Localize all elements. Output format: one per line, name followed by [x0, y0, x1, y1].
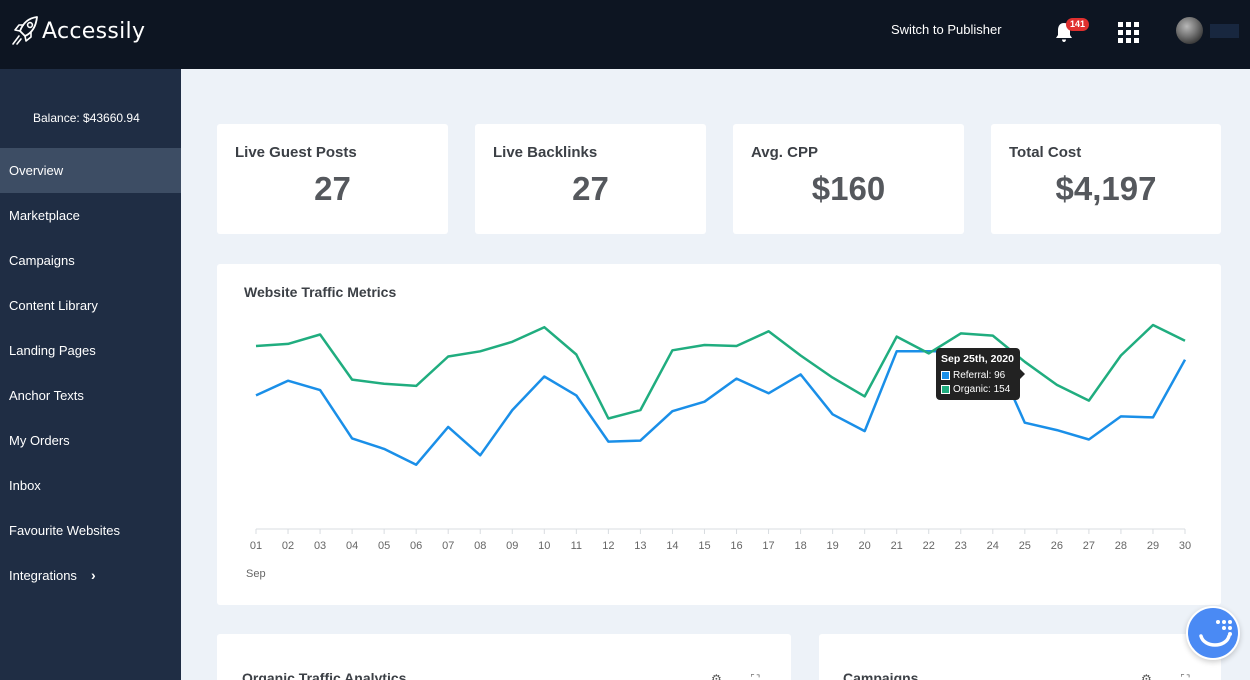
sidebar-item-label: Favourite Websites: [9, 523, 121, 538]
sidebar-item-label: Overview: [9, 163, 64, 178]
tooltip-organic-row: Organic: 154: [941, 382, 1015, 396]
x-tick-label: 09: [506, 540, 518, 552]
campaigns-title: Campaigns: [843, 670, 919, 680]
notification-badge: 141: [1066, 18, 1090, 31]
x-tick-label: 12: [602, 540, 614, 552]
stat-value: $4,197: [1055, 170, 1157, 207]
sidebar-item-anchor-texts[interactable]: Anchor Texts: [0, 373, 181, 418]
sidebar-item-label: Integrations: [9, 568, 77, 583]
stat-card-total-cost: Total Cost $4,197: [991, 124, 1221, 234]
sidebar-item-content-library[interactable]: Content Library: [0, 283, 181, 328]
settings-icon[interactable]: ⚙: [711, 672, 722, 680]
sidebar-item-label: Landing Pages: [9, 343, 96, 358]
sidebar-item-label: Inbox: [9, 478, 41, 493]
x-tick-label: 10: [538, 540, 550, 552]
sidebar-item-label: Content Library: [9, 298, 98, 313]
switch-to-publisher-link[interactable]: Switch to Publisher: [891, 22, 1002, 37]
x-tick-label: 08: [474, 540, 486, 552]
sidebar-item-label: Campaigns: [9, 253, 75, 268]
x-tick-label: 25: [1019, 540, 1031, 552]
chat-widget-button[interactable]: [1186, 606, 1240, 660]
sidebar-item-favourite-websites[interactable]: Favourite Websites: [0, 508, 181, 553]
tooltip-organic: Organic: 154: [953, 383, 1011, 395]
sidebar-item-landing-pages[interactable]: Landing Pages: [0, 328, 181, 373]
x-tick-label: 24: [987, 540, 999, 552]
organic-traffic-title: Organic Traffic Analytics: [242, 670, 407, 680]
expand-icon[interactable]: ⛶: [1181, 672, 1190, 680]
sidebar-item-campaigns[interactable]: Campaigns: [0, 238, 181, 283]
stat-title: Avg. CPP: [751, 144, 818, 161]
brand-name: Accessily: [42, 18, 146, 44]
x-tick-label: 16: [730, 540, 742, 552]
x-tick-label: 06: [410, 540, 422, 552]
tooltip-referral-row: Referral: 96: [941, 368, 1015, 382]
campaigns-card: Campaigns ⚙ ⛶: [819, 634, 1221, 680]
settings-icon[interactable]: ⚙: [1141, 672, 1152, 680]
stat-title: Total Cost: [1009, 144, 1082, 161]
x-tick-label: 20: [859, 540, 871, 552]
sidebar-item-overview[interactable]: Overview: [0, 148, 181, 193]
sidebar-nav: Overview Marketplace Campaigns Content L…: [0, 148, 181, 598]
x-tick-label: 23: [955, 540, 967, 552]
brand-logo[interactable]: Accessily: [10, 15, 145, 47]
stat-value: 27: [314, 170, 351, 207]
x-tick-label: 27: [1083, 540, 1095, 552]
sidebar-item-label: My Orders: [9, 433, 70, 448]
chart-tooltip: Sep 25th, 2020 Referral: 96 Organic: 154: [936, 348, 1025, 400]
tooltip-referral: Referral: 96: [953, 369, 1006, 381]
x-tick-label: 05: [378, 540, 390, 552]
traffic-chart-card: Website Traffic Metrics 01 02 03 04 05 06 07 08…: [217, 264, 1221, 605]
x-tick-label: 04: [346, 540, 358, 552]
stat-title: Live Guest Posts: [235, 144, 357, 161]
x-tick-label: 07: [442, 540, 454, 552]
x-tick-label: 19: [826, 540, 838, 552]
stat-card-live-backlinks: Live Backlinks 27: [475, 124, 706, 234]
chat-face-icon: [1199, 620, 1232, 647]
balance-label: Balance: $43660.94: [33, 111, 140, 125]
sidebar: Balance: $43660.94 Overview Marketplace …: [0, 69, 181, 680]
x-tick-label: 18: [794, 540, 806, 552]
tooltip-date: Sep 25th, 2020: [941, 353, 1014, 365]
traffic-line-chart[interactable]: 01 02 03 04 05 06 07 08 09 10 11 12 13 14 15 16 17 18 19 20…: [217, 264, 1221, 605]
x-tick-label: 28: [1115, 540, 1127, 552]
sidebar-item-marketplace[interactable]: Marketplace: [0, 193, 181, 238]
expand-icon[interactable]: ⛶: [751, 672, 760, 680]
stat-title: Live Backlinks: [493, 144, 598, 161]
stat-card-live-guest-posts: Live Guest Posts 27: [217, 124, 448, 234]
referral-swatch: [941, 370, 950, 380]
x-tick-label: 17: [762, 540, 774, 552]
x-tick-label: 02: [282, 540, 294, 552]
chart-title: Website Traffic Metrics: [244, 284, 397, 300]
stat-card-avg-cpp: Avg. CPP $160: [733, 124, 964, 234]
organic-swatch: [941, 384, 950, 394]
x-axis-label: Sep: [246, 568, 266, 580]
rocket-icon: [12, 16, 38, 45]
x-tick-label: 14: [666, 540, 678, 552]
avatar[interactable]: [1176, 17, 1203, 44]
stat-value: $160: [811, 170, 886, 207]
x-tick-label: 01: [250, 540, 262, 552]
series-line-referral: [255, 350, 1187, 466]
x-tick-label: 13: [634, 540, 646, 552]
sidebar-item-label: Anchor Texts: [9, 388, 84, 403]
series-line-organic: [255, 323, 1186, 420]
stat-value: 27: [572, 170, 609, 207]
organic-traffic-card: Organic Traffic Analytics ⚙ ⛶: [217, 634, 791, 680]
x-tick-label: 29: [1147, 540, 1159, 552]
sidebar-item-integrations[interactable]: Integrations ›: [0, 553, 181, 598]
user-menu[interactable]: [1210, 24, 1239, 38]
x-tick-label: 26: [1051, 540, 1063, 552]
x-tick-label: 11: [571, 540, 582, 552]
x-tick-label: 21: [891, 540, 903, 552]
x-tick-label: 22: [923, 540, 935, 552]
top-bar: Accessily Switch to Publisher 141: [0, 0, 1250, 69]
sidebar-item-inbox[interactable]: Inbox: [0, 463, 181, 508]
sidebar-item-my-orders[interactable]: My Orders: [0, 418, 181, 463]
sidebar-item-label: Marketplace: [9, 208, 80, 223]
apps-grid-icon[interactable]: [1118, 22, 1139, 43]
chevron-right-icon: ›: [90, 567, 96, 583]
x-tick-label: 15: [698, 540, 710, 552]
x-tick-label: 03: [314, 540, 326, 552]
x-tick-label: 30: [1179, 540, 1191, 552]
